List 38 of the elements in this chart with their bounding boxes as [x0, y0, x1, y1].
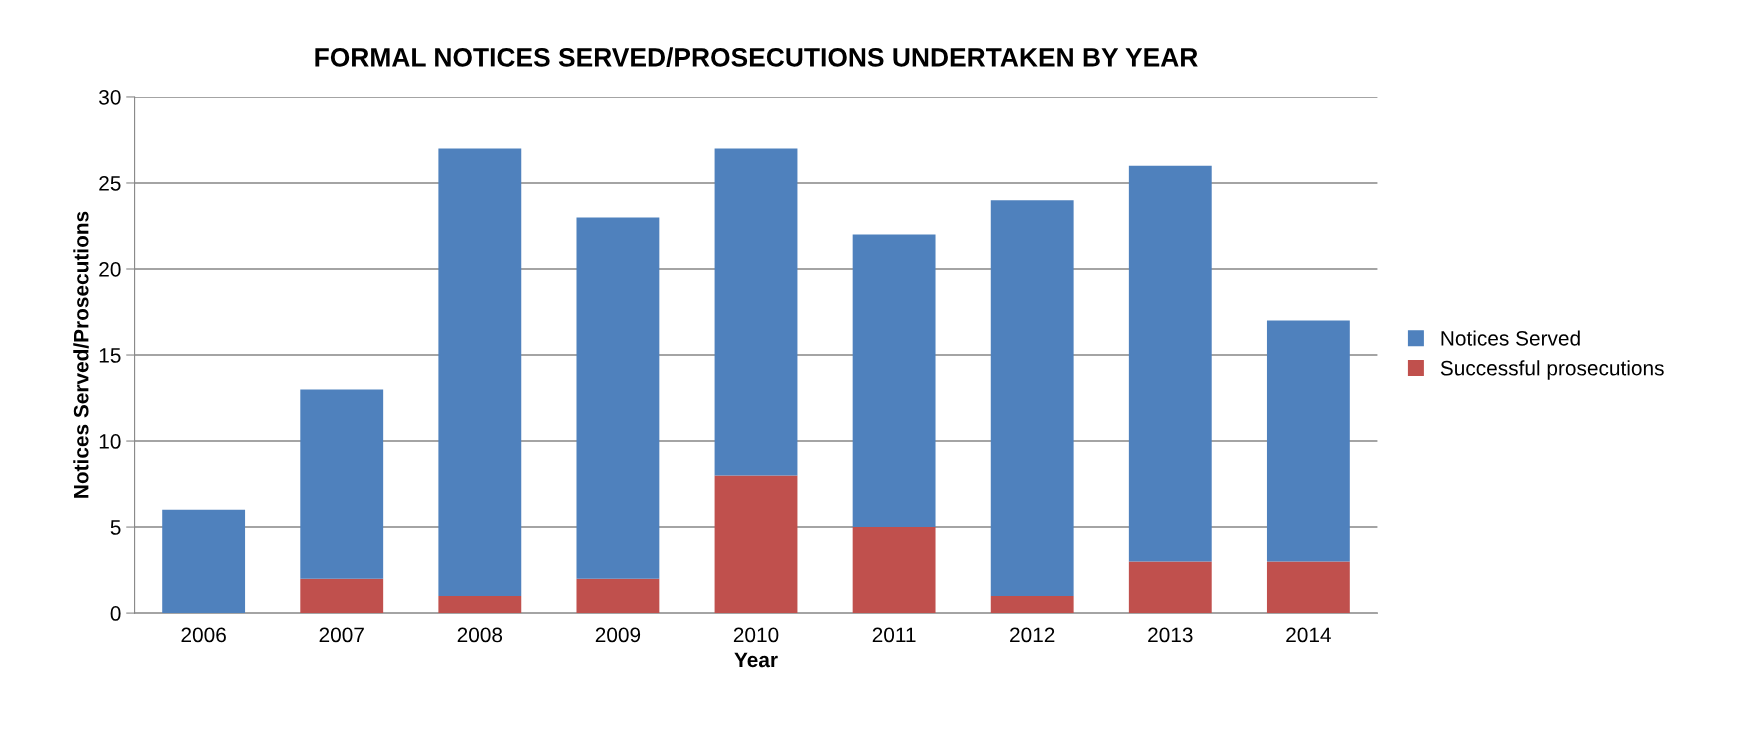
x-tick-label: 2012 [1010, 627, 1055, 643]
y-axis-title: Notices Served/Prosecutions [73, 211, 89, 498]
bar [576, 578, 660, 614]
bar [714, 475, 798, 614]
bar [1128, 165, 1212, 562]
bar [576, 217, 660, 579]
bar [714, 148, 798, 476]
bar [852, 527, 936, 614]
bar [1128, 561, 1212, 614]
bar [162, 509, 246, 614]
chart-title: FORMAL NOTICES SERVED/PROSECUTIONS UNDERTAKEN BY YEAR [315, 47, 1198, 67]
x-tick-label: 2013 [1148, 627, 1193, 643]
y-tick-label: 20 [99, 262, 121, 277]
x-tick-label: 2008 [457, 627, 503, 643]
bar [1266, 561, 1350, 614]
x-tick-label: 2010 [733, 627, 779, 643]
bar [438, 595, 522, 614]
y-tick-label: 15 [99, 348, 121, 363]
legend-label: Notices Served [1441, 330, 1580, 346]
x-axis-title: Year [734, 652, 778, 668]
y-tick-label: 30 [99, 89, 121, 105]
x-tick-label: 2011 [872, 627, 916, 643]
bar [300, 578, 384, 614]
x-tick-label: 2007 [319, 627, 364, 643]
x-tick-label: 2014 [1286, 627, 1331, 643]
legend-label: Successful prosecutions [1440, 360, 1664, 380]
y-tick-label: 5 [110, 520, 121, 535]
y-tick-label: 10 [99, 434, 121, 449]
bar [990, 595, 1074, 614]
bar [990, 200, 1074, 596]
x-tick-label: 2006 [181, 627, 226, 643]
bar [852, 234, 936, 528]
y-tick-label: 25 [99, 175, 121, 191]
bar [300, 389, 384, 579]
bar [1266, 320, 1350, 562]
bar [438, 148, 522, 596]
y-tick-label: 0 [110, 606, 121, 621]
x-tick-label: 2009 [595, 627, 641, 643]
